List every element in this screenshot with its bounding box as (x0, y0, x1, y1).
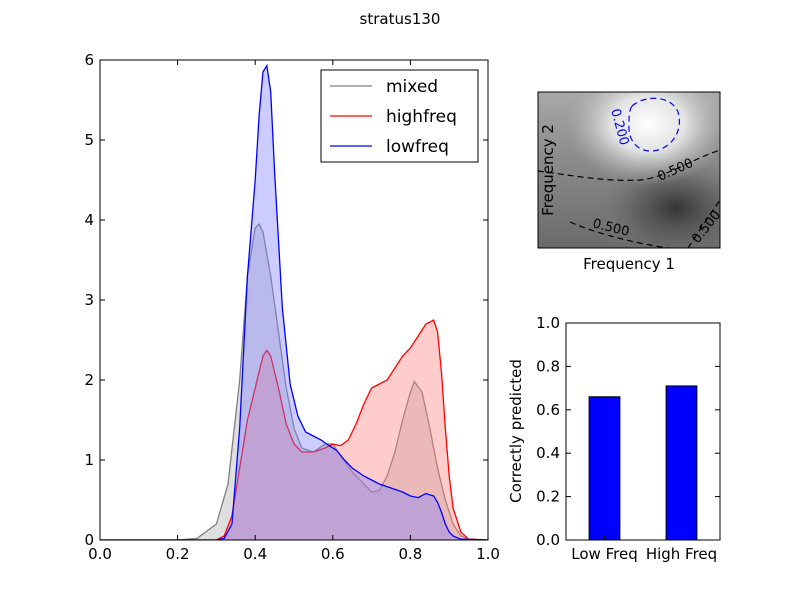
bar-low-freq (588, 396, 621, 541)
density-xtick-label: 1.0 (476, 545, 500, 563)
contour-0500-upper (538, 149, 720, 181)
density-line-lowfreq (100, 63, 488, 540)
contour-0200 (628, 97, 680, 152)
bar-xtick-label: Low Freq (571, 545, 637, 563)
density-area-mixed (100, 224, 488, 540)
density-area-lowfreq (100, 65, 488, 540)
density-ytick-label: 3 (84, 291, 94, 309)
density-ytick-label: 5 (84, 131, 94, 149)
density-xtick-label: 0.0 (88, 545, 112, 563)
bar-ytick-label: 0.6 (536, 401, 560, 419)
legend-label-highfreq: highfreq (386, 107, 457, 127)
bar-ytick-label: 0.8 (536, 357, 560, 375)
prediction-bar-chart: 0.0 0.2 0.4 0.6 0.8 1.0 Low Freq High Freq Cor… (507, 314, 721, 563)
contour-0500-lower (569, 221, 669, 248)
bar-chart-ylabel: Correctly predicted (507, 359, 525, 503)
density-xtick-label: 0.8 (398, 545, 422, 563)
density-xtick-label: 0.4 (243, 545, 267, 563)
density-ytick-label: 6 (84, 51, 94, 69)
density-xtick-label: 0.6 (321, 545, 345, 563)
bar-chart-frame (565, 322, 721, 541)
heatmap-xlabel: Frequency 1 (583, 255, 675, 273)
bar-ytick-label: 0.2 (536, 488, 560, 506)
figure-title: stratus130 (360, 10, 441, 28)
bar-ytick-label: 1.0 (536, 314, 560, 332)
density-line-highfreq (100, 319, 488, 540)
heatmap-light-spot (566, 92, 720, 186)
bar-xtick-label: High Freq (646, 545, 717, 563)
density-ytick-label: 4 (84, 211, 94, 229)
density-xtick-label: 0.2 (166, 545, 190, 563)
bar-ytick-label: 0.0 (536, 531, 560, 549)
legend: mixed highfreq lowfreq (320, 69, 479, 163)
heatmap-ylabel: Frequency 2 (539, 124, 557, 216)
density-ytick-label: 1 (84, 451, 94, 469)
bar-high-freq (665, 385, 698, 541)
legend-label-lowfreq: lowfreq (386, 137, 449, 157)
heatmap-frame (537, 91, 721, 249)
density-ytick-label: 2 (84, 371, 94, 389)
bar-ytick-label: 0.4 (536, 444, 560, 462)
density-plot: 0.0 0.2 0.4 0.6 0.8 1.0 0 1 2 3 4 5 6 mixed highfre… (84, 51, 499, 563)
legend-label-mixed: mixed (386, 77, 438, 97)
frequency-heatmap: 0.200 0.500 0.500 0.500 Frequency 1 Freq… (537, 91, 724, 273)
density-ytick-label: 0 (84, 531, 94, 549)
contour-0500-right (687, 199, 720, 248)
